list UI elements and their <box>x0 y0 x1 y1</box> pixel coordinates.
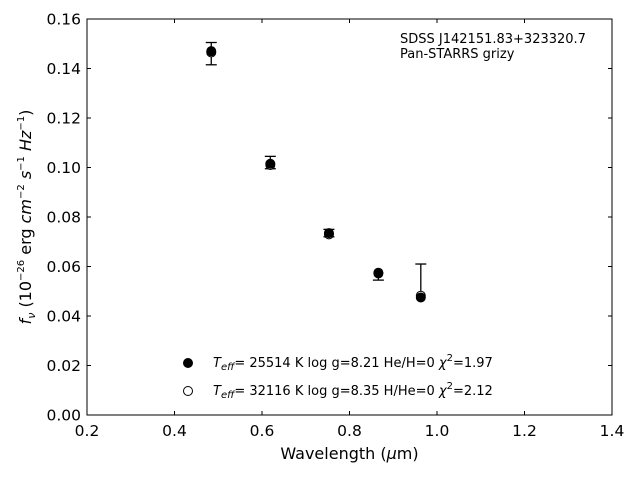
y-tick-label: 0.00 <box>46 407 81 425</box>
legend-label-open: Teff= 32116 K log g=8.35 H/He=0 χ2=2.12 <box>213 381 493 401</box>
y-tick-label: 0.10 <box>46 159 81 177</box>
x-axis-title: Wavelength (μm) <box>280 444 418 463</box>
y-tick-label: 0.14 <box>46 60 81 78</box>
x-tick-label: 0.8 <box>337 422 362 440</box>
y-tick-label: 0.12 <box>46 110 81 128</box>
y-tick-label: 0.06 <box>46 258 81 276</box>
survey-annotation: Pan-STARRS grizy <box>400 47 515 62</box>
y-axis-title: fν (10−26 erg cm−2 s−1 Hz−1) <box>16 110 38 325</box>
error-bar <box>415 263 427 294</box>
x-tick-label: 1.0 <box>425 422 450 440</box>
axis-ticks <box>86 18 613 416</box>
x-tick-label: 1.2 <box>512 422 537 440</box>
model-point-filled <box>265 158 276 169</box>
y-tick-label: 0.08 <box>46 209 81 227</box>
model-point-filled <box>323 228 334 239</box>
x-tick-label: 0.4 <box>162 422 187 440</box>
legend: Teff= 25514 K log g=8.21 He/H=0 χ2=1.97 … <box>183 353 493 401</box>
model-point-filled <box>373 267 384 278</box>
data-points <box>206 46 426 303</box>
legend-label-filled: Teff= 25514 K log g=8.21 He/H=0 χ2=1.97 <box>213 353 493 373</box>
x-tick-label: 0.6 <box>250 422 275 440</box>
legend-marker-filled <box>183 358 193 368</box>
model-point-filled <box>415 292 426 303</box>
y-tick-label: 0.04 <box>46 308 81 326</box>
error-bars <box>205 41 427 294</box>
model-point-filled <box>206 46 217 57</box>
object-name-annotation: SDSS J142151.83+323320.7 <box>400 32 586 47</box>
legend-marker-open <box>183 386 193 396</box>
x-tick-label: 0.2 <box>75 422 100 440</box>
y-tick-label: 0.02 <box>46 357 81 375</box>
y-tick-label: 0.16 <box>46 11 81 29</box>
x-tick-label: 1.4 <box>600 422 625 440</box>
tick-labels: 0.2 0.4 0.6 0.8 1.0 1.2 1.4 0.00 0.02 0.04 0.06 0.0… <box>46 11 624 441</box>
